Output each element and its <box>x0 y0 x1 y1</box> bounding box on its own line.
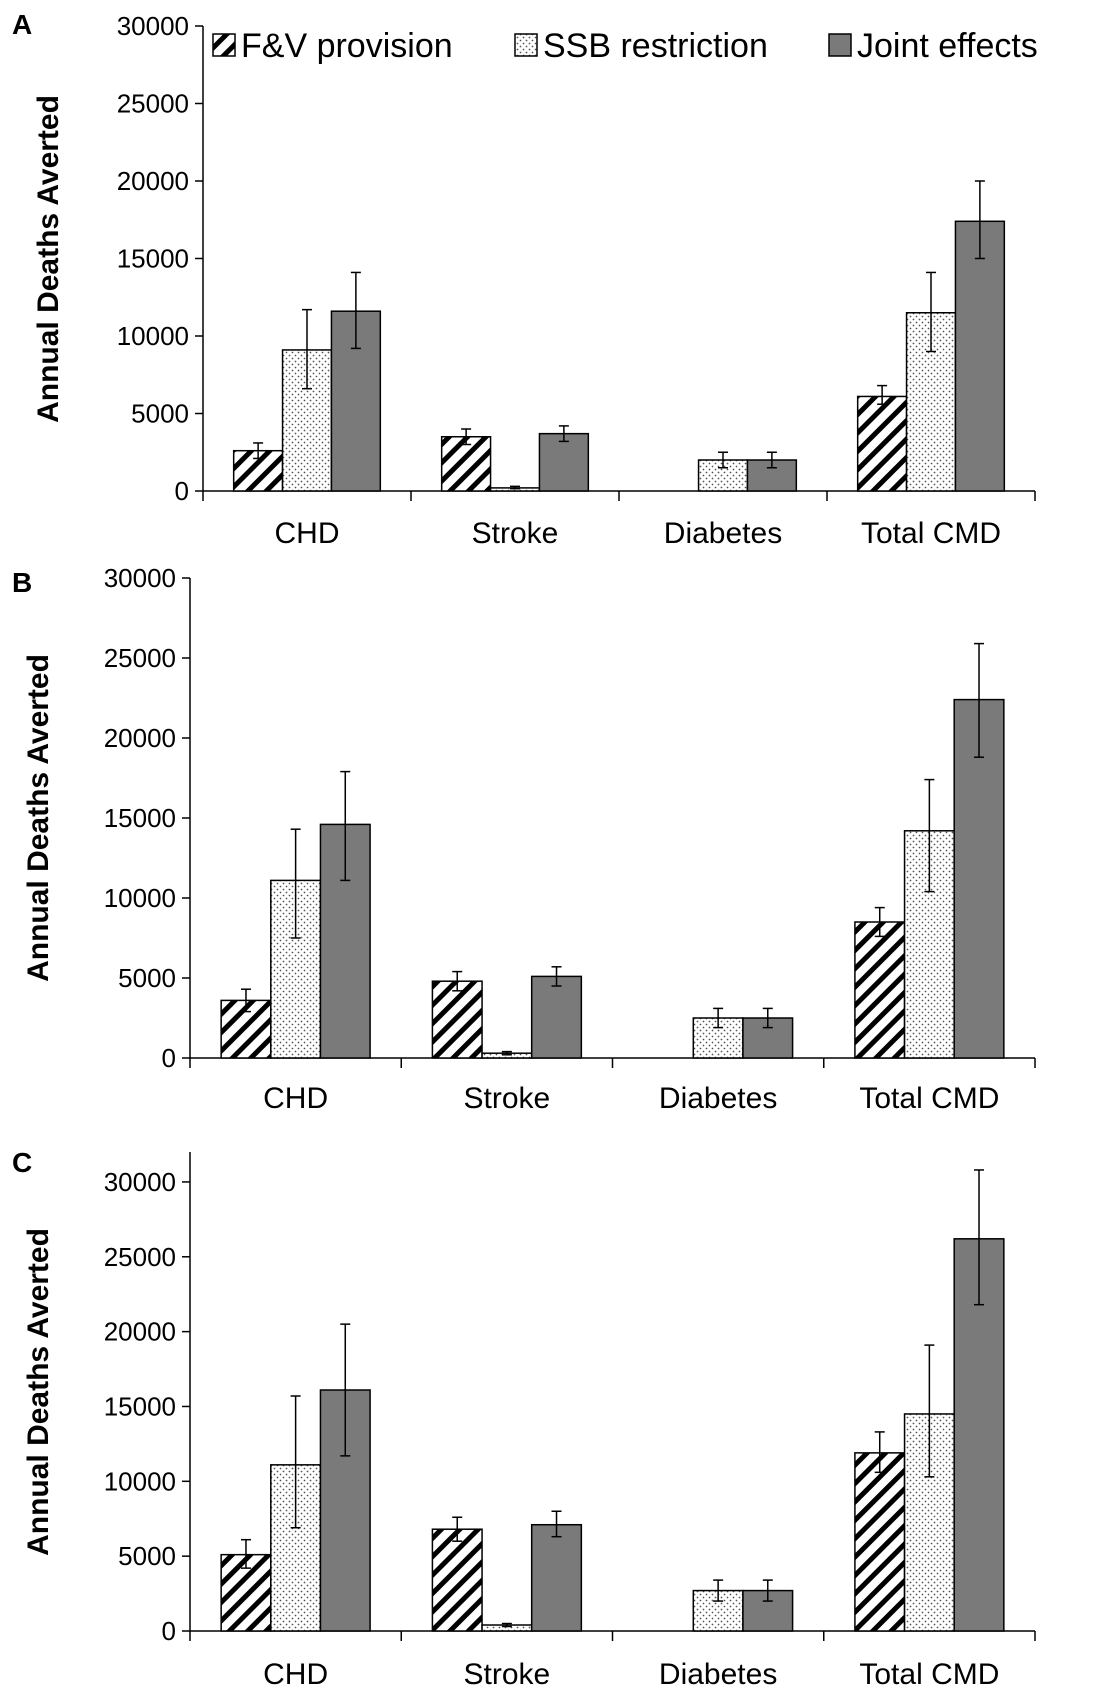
panel-c-error-bar-ssb <box>713 1579 724 1602</box>
panel-a-error-bar-fv <box>877 384 888 405</box>
panel-b-y-tick-label: 0 <box>162 1043 176 1073</box>
panel-c-y-tick-label: 10000 <box>104 1466 176 1496</box>
panel-c-category-label: CHD <box>263 1658 328 1691</box>
panel-c-category-label: Stroke <box>464 1658 551 1691</box>
panel-c-y-tick-label: 20000 <box>104 1317 176 1347</box>
panel-c-y-tick-label: 15000 <box>104 1391 176 1421</box>
panel-b-y-tick-label: 25000 <box>104 643 176 673</box>
panel-a-error-bar-ssb <box>510 485 520 490</box>
panel-b-category-label: Stroke <box>464 1082 551 1115</box>
panel-c-y-tick-label: 0 <box>162 1616 176 1646</box>
legend-label-fv: F&V provision <box>241 27 453 65</box>
panel-a-category-label: Stroke <box>472 517 559 550</box>
panel-c-error-bar-fv <box>452 1516 463 1542</box>
panel-c-bar-joint <box>530 1523 583 1632</box>
panel-c-y-tick-label: 5000 <box>118 1541 176 1571</box>
panel-a-category-label: Total CMD <box>861 517 1001 550</box>
panel-c-category-label: Total CMD <box>859 1658 999 1691</box>
panel-b-error-bar-joint <box>340 770 351 882</box>
panel-c-error-bar-ssb <box>501 1622 512 1628</box>
panel-b-y-tick-label: 5000 <box>118 963 176 993</box>
panel-a-error-bar-ssb <box>302 308 312 390</box>
panel-b-y-tick-label: 15000 <box>104 803 176 833</box>
panel-a-category-label: Diabetes <box>664 517 782 550</box>
panel-a-error-bar-joint <box>766 451 777 469</box>
panel-a-bar-joint <box>954 220 1006 492</box>
panel-a-y-tick-label: 20000 <box>117 166 189 196</box>
panel-b-error-bar-ssb <box>924 778 935 893</box>
panel-a-error-bar-fv <box>461 428 472 446</box>
panel-b: B Annual Deaths Averted 0 5000 10000 15000 200… <box>12 563 1036 1115</box>
panel-c-error-bar-fv <box>240 1538 251 1569</box>
panel-b-y-tick-label: 20000 <box>104 723 176 753</box>
panel-a-error-bar-joint <box>350 271 361 350</box>
panel-b-error-bar-fv <box>240 988 251 1013</box>
panel-a-y-tick-label: 25000 <box>117 89 189 119</box>
panel-b-y-tick-label: 10000 <box>104 883 176 913</box>
panel-a-y-tick-label: 5000 <box>131 399 189 429</box>
panel-b-error-bar-ssb <box>713 1007 724 1029</box>
panel-c-error-bar-joint <box>551 1510 562 1538</box>
panel-b-bar-fv <box>854 921 906 1059</box>
panel-c-error-bar-ssb <box>290 1395 301 1529</box>
panel-a-y-tick-label: 0 <box>175 476 189 506</box>
panel-c-error-bar-joint <box>762 1579 773 1602</box>
legend-swatch-fv <box>212 33 236 57</box>
panel-a-y-tick-label: 10000 <box>117 321 189 351</box>
panel-b-error-bar-ssb <box>290 828 301 939</box>
panel-a: A Annual Deaths Averted 0 5000 10000 15000 200… <box>12 9 1036 550</box>
panel-b-error-bar-joint <box>551 966 562 987</box>
panel-c: C Annual Deaths Averted 0 5000 10000 15000 200… <box>12 1147 1036 1691</box>
panel-a-error-bar-joint <box>974 180 985 260</box>
panel-c-category-label: Diabetes <box>659 1658 777 1691</box>
panel-b-error-bar-fv <box>874 906 885 938</box>
legend-swatch-ssb <box>514 33 538 57</box>
panel-a-letter: A <box>12 9 32 40</box>
panel-c-error-bar-fv <box>874 1431 885 1474</box>
panel-b-bar-fv <box>431 980 483 1059</box>
panel-b-error-bar-fv <box>452 970 463 992</box>
panel-b-error-bar-ssb <box>501 1050 512 1056</box>
panel-b-error-bar-joint <box>974 642 985 758</box>
panel-b-category-label: CHD <box>263 1082 328 1115</box>
panel-b-y-tick-label: 30000 <box>104 563 176 593</box>
legend-swatch-joint <box>828 33 852 57</box>
panel-b-category-label: Total CMD <box>859 1082 999 1115</box>
panel-a-bar-joint <box>538 432 590 492</box>
legend-label-joint: Joint effects <box>857 27 1038 65</box>
panel-c-error-bar-ssb <box>924 1344 935 1478</box>
panel-c-y-tick-label: 25000 <box>104 1242 176 1272</box>
panel-a-bar-fv <box>856 395 908 492</box>
panel-a-category-label: CHD <box>275 517 340 550</box>
legend-label-ssb: SSB restriction <box>543 27 768 65</box>
panel-a-bar-fv <box>440 436 492 492</box>
panel-a-y-axis-title: Annual Deaths Averted <box>32 95 65 423</box>
panel-a-error-bar-joint <box>558 425 569 443</box>
panel-a-y-tick-label: 30000 <box>117 11 189 41</box>
panel-c-bar-fv <box>431 1528 483 1632</box>
panel-b-error-bar-joint <box>762 1007 773 1029</box>
panel-c-y-axis-title: Annual Deaths Averted <box>22 1228 55 1556</box>
panel-b-y-axis-title: Annual Deaths Averted <box>22 654 55 982</box>
panel-c-y-tick-label: 30000 <box>104 1167 176 1197</box>
panel-a-error-bar-fv <box>253 442 264 460</box>
panel-b-bar-joint <box>953 698 1005 1059</box>
panel-b-bar-joint <box>530 975 583 1059</box>
panel-c-error-bar-joint <box>340 1323 351 1457</box>
panel-c-bar-fv <box>854 1452 906 1632</box>
legend: F&V provision SSB restriction Joint effe… <box>212 27 1038 65</box>
panel-c-error-bar-joint <box>974 1169 985 1306</box>
panel-b-category-label: Diabetes <box>659 1082 777 1115</box>
panel-a-y-tick-label: 15000 <box>117 244 189 274</box>
panel-c-letter: C <box>12 1147 32 1178</box>
panel-b-letter: B <box>12 567 32 598</box>
panel-a-error-bar-ssb <box>718 451 728 469</box>
panel-a-error-bar-ssb <box>926 271 936 353</box>
